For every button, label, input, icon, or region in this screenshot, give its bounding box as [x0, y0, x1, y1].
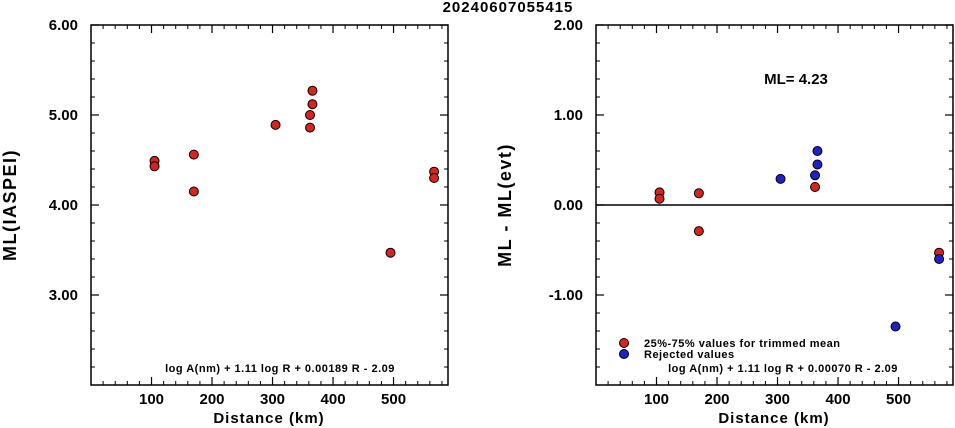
left-x-tick-label: 100 — [139, 391, 164, 408]
legend-marker-rejected — [619, 349, 629, 359]
left-x-tick-label: 400 — [321, 391, 346, 408]
right-y-tick-label: 2.00 — [554, 17, 583, 34]
left-x-tick-label: 300 — [260, 391, 285, 408]
right-data-point — [810, 182, 821, 192]
right-points — [654, 146, 945, 332]
left-ticks: 100 200 300 400 500 3.00 4.00 5.00 6.00 — [49, 17, 448, 408]
right-x-tick-label: 200 — [705, 391, 730, 408]
left-x-tick-label: 200 — [200, 391, 225, 408]
figure-title: 20240607055415 — [443, 0, 574, 16]
left-x-tick-label: 500 — [381, 391, 406, 408]
left-y-tick-label: 4.00 — [49, 197, 78, 214]
left-points — [149, 85, 440, 258]
left-formula: log A(nm) + 1.11 log R + 0.00189 R - 2.0… — [165, 363, 395, 375]
left-data-point — [188, 186, 199, 197]
left-y-tick-label: 5.00 — [49, 107, 78, 124]
left-data-point — [385, 247, 396, 258]
left-y-tick-label: 3.00 — [49, 287, 78, 304]
right-data-point — [775, 173, 786, 184]
right-data-point — [890, 321, 901, 332]
right-data-point — [693, 188, 704, 199]
left-data-point — [307, 99, 318, 110]
right-x-axis-label: Distance (km) — [718, 410, 829, 427]
right-y-tick-label: -1.00 — [549, 287, 583, 304]
right-data-point — [693, 226, 704, 237]
left-panel: 100 200 300 400 500 3.00 4.00 5.00 6.00 log A(nm… — [0, 17, 449, 427]
right-data-point — [934, 254, 945, 264]
left-data-point — [305, 122, 316, 133]
left-data-point — [270, 119, 281, 130]
left-y-tick-label: 6.00 — [49, 17, 78, 34]
right-y-tick-label: 1.00 — [554, 107, 583, 124]
left-data-point — [429, 173, 440, 183]
right-ticks: 100 200 300 400 500 -1.00 0.00 1.00 2.00 — [549, 17, 953, 408]
right-y-axis-label: ML - ML(evt) — [495, 143, 515, 267]
right-x-tick-label: 400 — [826, 391, 851, 408]
left-data-point — [305, 110, 316, 120]
left-plot-frame — [90, 24, 449, 386]
left-y-axis-label: ML(IASPEI) — [0, 149, 20, 261]
legend: 25%-75% values for trimmed mean Rejected… — [619, 338, 840, 361]
right-data-point — [812, 159, 823, 170]
right-data-point — [654, 193, 665, 204]
right-x-tick-label: 100 — [644, 391, 669, 408]
right-data-point — [812, 146, 823, 156]
left-data-point — [149, 161, 160, 172]
legend-marker-kept — [619, 338, 629, 348]
right-data-point — [810, 170, 821, 181]
right-x-tick-label: 500 — [886, 391, 911, 408]
left-data-point — [188, 149, 199, 160]
left-data-point — [307, 85, 318, 96]
right-panel: 100 200 300 400 500 -1.00 0.00 1.00 2.00 ML= 4.2… — [495, 17, 954, 427]
left-x-axis-label: Distance (km) — [213, 410, 324, 427]
right-x-tick-label: 300 — [765, 391, 790, 408]
right-y-tick-label: 0.00 — [554, 197, 583, 214]
ml-annotation: ML= 4.23 — [764, 71, 828, 88]
legend-label-rejected: Rejected values — [644, 349, 735, 361]
legend-label-kept: 25%-75% values for trimmed mean — [644, 338, 840, 350]
right-formula: log A(nm) + 1.11 log R + 0.00070 R - 2.0… — [668, 363, 898, 375]
